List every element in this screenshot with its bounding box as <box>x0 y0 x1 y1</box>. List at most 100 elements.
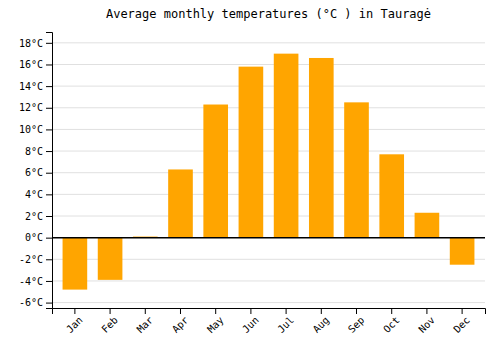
y-tick-label: 0°C <box>25 232 43 243</box>
y-tick: 2°C <box>25 211 52 222</box>
y-tick: 8°C <box>25 146 52 157</box>
y-tick-label: 18°C <box>19 38 43 49</box>
y-tick: 18°C <box>19 38 52 49</box>
grid-line <box>52 86 485 87</box>
x-tick-label: Sep <box>346 314 367 335</box>
x-tick-mark <box>74 308 75 314</box>
bar <box>168 169 193 237</box>
y-tick-mark <box>46 238 52 239</box>
y-tick-label: 14°C <box>19 81 43 92</box>
y-tick-label: 4°C <box>25 189 43 200</box>
bar <box>309 58 334 238</box>
x-tick-mark <box>321 308 322 314</box>
x-tick-mark <box>215 308 216 314</box>
y-tick-mark <box>46 173 52 174</box>
x-tick-mark <box>286 308 287 314</box>
x-tick-label: Aug <box>311 314 332 335</box>
y-tick-mark <box>46 303 52 304</box>
x-tick-label: Feb <box>99 314 120 335</box>
x-tick: Apr <box>170 308 191 335</box>
y-tick: 14°C <box>19 81 52 92</box>
x-axis: Jan Feb Mar Apr May Jun Jul Aug Sep Oct Nov Dec <box>53 308 486 335</box>
grid-line <box>52 129 485 130</box>
x-tick-mark <box>426 308 427 314</box>
x-tick: Jan <box>64 308 85 335</box>
x-tick-mark <box>180 308 181 314</box>
y-tick-label: 16°C <box>19 59 43 70</box>
grid-line <box>52 302 485 303</box>
bar <box>344 102 369 237</box>
x-tick-mark <box>250 308 251 314</box>
grid <box>52 43 485 303</box>
grid-line <box>52 107 485 108</box>
bar <box>379 154 404 237</box>
x-tick-label: Apr <box>170 314 191 335</box>
x-tick: Mar <box>135 308 156 335</box>
x-tick-label: Jul <box>275 314 296 335</box>
y-tick: 4°C <box>25 189 52 200</box>
y-tick: 6°C <box>25 167 52 178</box>
x-tick: Dec <box>451 308 472 335</box>
bar <box>274 54 299 238</box>
x-tick: Feb <box>99 308 120 335</box>
x-tick: Jul <box>275 308 296 335</box>
chart: Average monthly temperatures (°C ) in Ta… <box>0 0 500 350</box>
y-tick-label: 10°C <box>19 124 43 135</box>
bar <box>203 105 228 238</box>
grid-line <box>52 42 485 43</box>
x-tick: Jun <box>240 308 261 335</box>
x-tick-mark <box>462 308 463 314</box>
y-axis-line <box>46 33 53 309</box>
y-tick-mark <box>46 108 52 109</box>
x-tick: May <box>205 308 226 335</box>
y-tick: 16°C <box>19 59 52 70</box>
y-tick-mark <box>46 86 52 87</box>
x-tick: Sep <box>346 308 367 335</box>
grid-line <box>52 151 485 152</box>
grid-line <box>52 237 485 238</box>
x-tick: Oct <box>381 308 402 335</box>
y-tick: -4°C <box>19 276 52 287</box>
grid-line <box>52 64 485 65</box>
y-tick: -2°C <box>19 254 52 265</box>
x-axis-line <box>53 309 486 315</box>
title: Average monthly temperatures (°C ) in Ta… <box>106 7 431 21</box>
bar <box>450 238 475 265</box>
y-tick-label: -4°C <box>19 276 43 287</box>
x-tick-mark <box>356 308 357 314</box>
y-tick-mark <box>46 216 52 217</box>
x-tick-label: May <box>205 314 226 335</box>
grid-line <box>52 172 485 173</box>
y-tick-label: -6°C <box>19 297 43 308</box>
y-tick-mark <box>46 259 52 260</box>
x-tick-mark <box>391 308 392 314</box>
x-tick-label: Dec <box>451 314 472 335</box>
grid-line <box>52 194 485 195</box>
y-tick-mark <box>46 281 52 282</box>
y-tick-label: 2°C <box>25 211 43 222</box>
x-tick-mark <box>110 308 111 314</box>
y-tick-mark <box>46 64 52 65</box>
grid-line <box>52 280 485 281</box>
y-tick-mark <box>46 129 52 130</box>
x-tick: Aug <box>311 308 332 335</box>
y-tick-mark <box>46 43 52 44</box>
y-tick-label: 12°C <box>19 102 43 113</box>
bar <box>98 238 123 280</box>
y-tick-mark <box>46 194 52 195</box>
y-tick-label: 6°C <box>25 167 43 178</box>
y-axis: -6°C -4°C -2°C 0°C 2°C 4°C 6°C 8°C 10°C 12°C 14°C 1… <box>19 33 53 309</box>
x-tick-mark <box>145 308 146 314</box>
y-tick-label: -2°C <box>19 254 43 265</box>
bar <box>239 67 264 238</box>
bars <box>52 54 485 290</box>
baseline <box>52 237 485 239</box>
y-tick: -6°C <box>19 297 52 308</box>
x-tick: Nov <box>416 308 437 335</box>
x-tick-label: Mar <box>135 314 156 335</box>
bar <box>415 213 440 238</box>
x-tick-label: Jun <box>240 314 261 335</box>
y-tick-label: 8°C <box>25 146 43 157</box>
y-tick-mark <box>46 151 52 152</box>
plot: -6°C -4°C -2°C 0°C 2°C 4°C 6°C 8°C 10°C 12°C 14°C 1… <box>19 33 486 335</box>
